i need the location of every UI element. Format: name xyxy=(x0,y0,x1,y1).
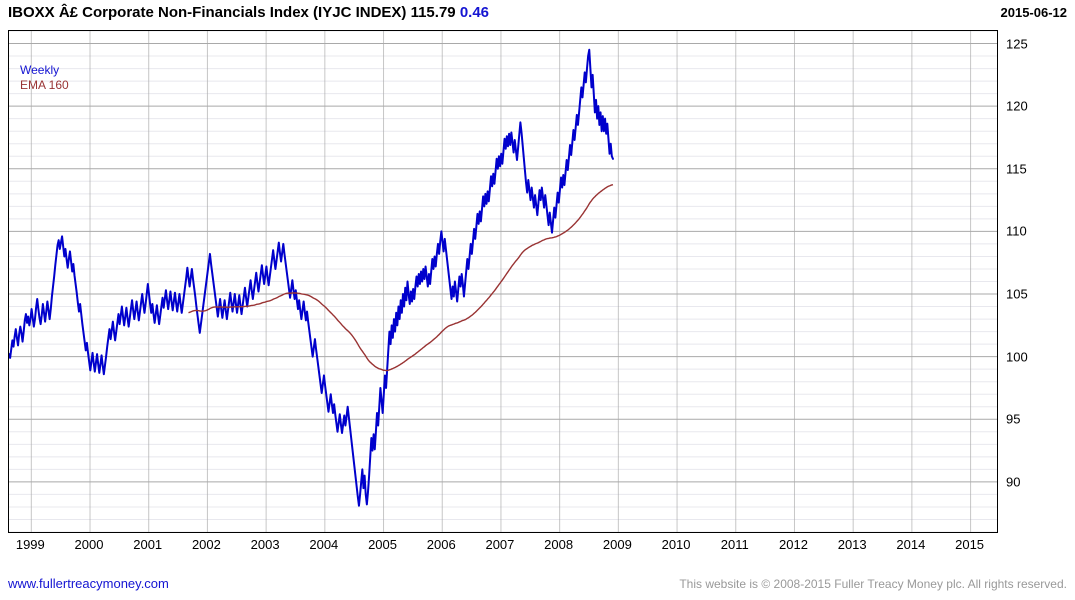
y-axis-tick: 90 xyxy=(1006,474,1021,490)
x-axis-tick: 2010 xyxy=(661,537,691,552)
y-axis-tick: 120 xyxy=(1006,98,1028,114)
x-axis-tick: 2012 xyxy=(779,537,808,552)
x-axis-tick: 2005 xyxy=(368,537,397,552)
last-price: 115.79 xyxy=(410,4,456,21)
x-axis-tick: 2007 xyxy=(485,537,515,552)
x-axis-tick: 2000 xyxy=(74,537,104,552)
y-axis-tick: 110 xyxy=(1006,223,1027,239)
chart-canvas[interactable] xyxy=(8,30,998,533)
x-axis-tick: 2004 xyxy=(309,537,339,552)
legend-item-weekly: Weekly xyxy=(20,63,60,77)
x-axis-tick: 2011 xyxy=(720,537,749,552)
y-axis-tick: 105 xyxy=(1006,286,1028,302)
site-url[interactable]: www.fullertreacymoney.com xyxy=(8,576,169,591)
chart-legend: Weekly EMA 160 xyxy=(20,63,69,93)
price-change: 0.46 xyxy=(459,4,490,21)
copyright-notice: This website is © 2008-2015 Fuller Treac… xyxy=(679,577,1067,591)
instrument-name: IBOXX Â£ Corporate Non-Financials Index … xyxy=(8,4,407,21)
x-axis-tick: 2009 xyxy=(602,537,632,552)
legend-item-ema: EMA 160 xyxy=(20,78,69,92)
y-axis-tick: 115 xyxy=(1006,161,1027,177)
x-axis-tick: 2008 xyxy=(544,537,574,552)
price-chart-svg xyxy=(9,31,997,532)
x-axis-tick: 2003 xyxy=(250,537,280,552)
chart-footer: www.fullertreacymoney.com This website i… xyxy=(0,573,1075,600)
as-of-date: 2015-06-12 xyxy=(1000,5,1068,20)
x-axis: 1999 2000 2001 2002 2003 2004 2005 2006 2007 2008… xyxy=(8,534,998,558)
y-axis: 90 95 100 105 110 115 120 125 xyxy=(1000,30,1070,533)
y-axis-tick: 95 xyxy=(1006,411,1021,427)
x-axis-tick: 2014 xyxy=(896,537,926,552)
page-title: IBOXX Â£ Corporate Non-Financials Index … xyxy=(8,4,489,21)
x-axis-tick: 2006 xyxy=(426,537,456,552)
x-axis-tick: 2001 xyxy=(133,537,163,552)
y-axis-tick: 100 xyxy=(1006,349,1028,365)
y-axis-tick: 125 xyxy=(1006,36,1028,52)
chart-header: IBOXX Â£ Corporate Non-Financials Index … xyxy=(0,0,1075,27)
x-axis-tick: 1999 xyxy=(15,537,45,552)
x-axis-tick: 2013 xyxy=(837,537,867,552)
plot-area[interactable]: Weekly EMA 160 xyxy=(8,30,998,533)
x-axis-tick: 2002 xyxy=(191,537,221,552)
x-axis-tick: 2015 xyxy=(955,537,985,552)
